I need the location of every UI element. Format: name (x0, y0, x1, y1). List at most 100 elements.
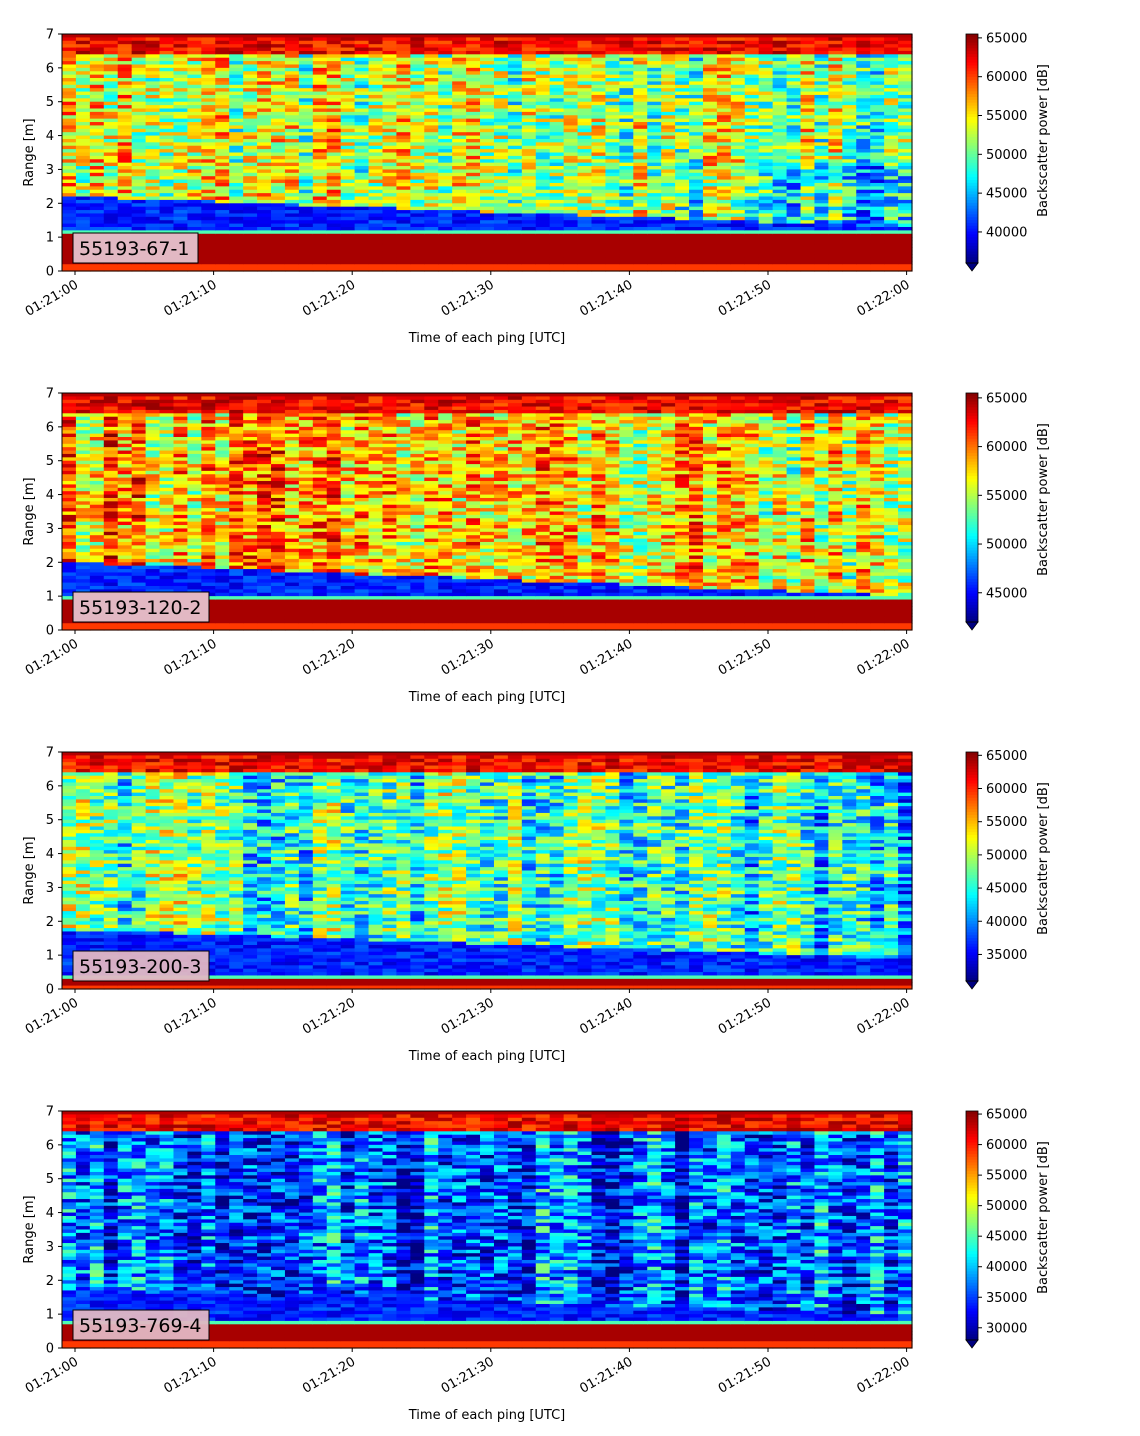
heatmap-cell (103, 61, 119, 66)
heatmap-cell (884, 152, 899, 157)
heatmap-cell (605, 98, 620, 103)
heatmap-cell (368, 138, 384, 143)
heatmap-cell (89, 50, 105, 55)
heatmap-cell (229, 257, 244, 262)
heatmap-cell (173, 437, 189, 441)
heatmap-cell (619, 44, 634, 49)
heatmap-cell (758, 74, 774, 79)
heatmap-cell (884, 47, 899, 52)
heatmap-cell (340, 64, 356, 69)
heatmap-cell (340, 71, 356, 76)
heatmap-cell (689, 47, 704, 52)
heatmap-cell (689, 172, 704, 177)
heatmap-cell (549, 71, 565, 76)
heatmap-cell (730, 196, 746, 201)
heatmap-cell (521, 88, 537, 93)
heatmap-cell (786, 250, 802, 255)
heatmap-cell (62, 433, 77, 438)
heatmap-cell (131, 226, 147, 231)
heatmap-cell (229, 196, 244, 201)
heatmap-cell (549, 216, 565, 221)
heatmap-cell (145, 47, 161, 52)
heatmap-cell (842, 182, 857, 187)
heatmap-cell (549, 159, 565, 164)
heatmap-cell (62, 216, 77, 221)
heatmap-cell (675, 172, 690, 177)
heatmap-cell (619, 254, 634, 259)
heatmap-cell (201, 243, 216, 248)
heatmap-cell (563, 264, 579, 269)
colorbar-segment (966, 91, 978, 95)
heatmap-cell (159, 206, 175, 211)
heatmap-cell (466, 206, 481, 211)
heatmap-cell (758, 37, 774, 42)
heatmap-cell (62, 210, 77, 215)
heatmap-cell (159, 528, 175, 533)
heatmap-cell (661, 166, 676, 171)
heatmap-cell (396, 264, 411, 269)
heatmap-cell (326, 264, 342, 269)
heatmap-cell (480, 172, 495, 177)
heatmap-cell (689, 243, 704, 248)
heatmap-cell (326, 182, 342, 187)
heatmap-cell (716, 145, 732, 150)
heatmap-cell (786, 57, 802, 62)
heatmap-cell (535, 220, 551, 225)
heatmap-cell (480, 152, 495, 157)
heatmap-cell (159, 423, 175, 428)
heatmap-cell (354, 40, 370, 45)
heatmap-cell (145, 565, 161, 570)
heatmap-cell (438, 189, 453, 194)
heatmap-cell (312, 111, 328, 116)
heatmap-cell (884, 226, 899, 231)
heatmap-cell (159, 74, 175, 79)
heatmap-cell (800, 138, 816, 143)
heatmap-cell (340, 132, 356, 137)
heatmap-cell (145, 558, 161, 563)
heatmap-cell (229, 237, 244, 242)
heatmap-cell (396, 47, 411, 52)
heatmap-cell (89, 47, 105, 52)
heatmap-cell (229, 220, 244, 225)
heatmap-cell (75, 57, 91, 62)
heatmap-cell (159, 579, 175, 584)
heatmap-cell (758, 260, 774, 265)
heatmap-cell (271, 237, 286, 242)
heatmap-cell (605, 226, 620, 231)
heatmap-cell (410, 186, 425, 191)
colorbar-tick-label: 50000 (986, 148, 1027, 163)
heatmap-cell (159, 37, 175, 42)
heatmap-cell (716, 125, 732, 130)
heatmap-cell (828, 254, 843, 259)
heatmap-cell (507, 226, 523, 231)
heatmap-cell (466, 186, 481, 191)
heatmap-cell (243, 125, 258, 130)
heatmap-cell (131, 558, 147, 563)
heatmap-cell (257, 233, 272, 238)
heatmap-cell (828, 260, 843, 265)
heatmap-cell (187, 122, 202, 127)
heatmap-cell (884, 155, 899, 160)
heatmap-cell (493, 206, 509, 211)
heatmap-cell (103, 199, 119, 204)
heatmap-cell (173, 118, 189, 123)
heatmap-cell (62, 186, 77, 191)
heatmap-cell (75, 558, 91, 563)
heatmap-cell (89, 433, 105, 438)
heatmap-cell (117, 226, 133, 231)
heatmap-cell (368, 105, 384, 110)
heatmap-cell (605, 67, 620, 72)
heatmap-cell (591, 54, 607, 59)
heatmap-cell (702, 91, 718, 96)
heatmap-cell (605, 176, 620, 181)
heatmap-cell (243, 98, 258, 103)
heatmap-cell (89, 81, 105, 86)
heatmap-cell (605, 264, 620, 269)
heatmap-cell (243, 122, 258, 127)
heatmap-cell (438, 172, 453, 177)
colorbar-segment (966, 242, 978, 247)
heatmap-cell (424, 71, 439, 76)
heatmap-cell (131, 267, 147, 272)
heatmap-cell (480, 37, 495, 42)
heatmap-cell (716, 264, 732, 269)
